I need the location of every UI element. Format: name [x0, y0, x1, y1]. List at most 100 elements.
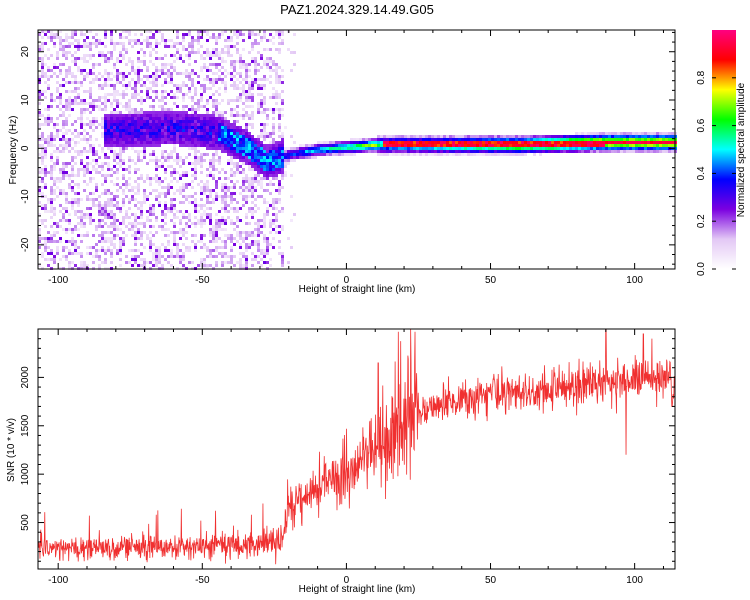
spectrogram-cell — [185, 105, 188, 108]
spectrogram-cell — [602, 147, 605, 150]
spectrogram-cell — [101, 132, 104, 135]
spectrogram-cell — [182, 36, 185, 39]
spectrogram-cell — [176, 114, 179, 117]
spectrogram-cell — [362, 141, 365, 144]
spectrogram-cell — [167, 207, 170, 210]
spectrogram-cell — [521, 153, 524, 156]
spectrogram-cell — [251, 159, 254, 162]
spectrogram-cell — [65, 123, 68, 126]
spectrogram-cell — [98, 222, 101, 225]
spectrogram-cell — [452, 153, 455, 156]
spectrogram-cell — [215, 54, 218, 57]
spectrogram-cell — [272, 159, 275, 162]
spectrogram-cell — [170, 207, 173, 210]
spectrogram-cell — [518, 138, 521, 141]
spectrogram-cell — [122, 78, 125, 81]
spectrogram-cell — [248, 186, 251, 189]
spectrogram-cell — [431, 144, 434, 147]
spectrogram-cell — [197, 99, 200, 102]
spectrogram-cell — [233, 228, 236, 231]
spectrogram-cell — [212, 240, 215, 243]
spectrogram-cell — [143, 117, 146, 120]
spectrogram-cell — [239, 258, 242, 261]
snr-series-line — [37, 328, 676, 565]
spectrogram-cell — [281, 81, 284, 84]
spectrogram-cell — [284, 174, 287, 177]
spectrogram-cell — [113, 204, 116, 207]
spectrogram-cell — [101, 135, 104, 138]
spectrogram-cell — [230, 36, 233, 39]
spectrogram-cell — [179, 192, 182, 195]
spectrogram-cell — [74, 201, 77, 204]
spectrogram-cell — [425, 141, 428, 144]
spectrogram-cell — [104, 132, 107, 135]
spectrogram-cell — [281, 69, 284, 72]
spectrogram-cell — [299, 150, 302, 153]
spectrogram-cell — [200, 180, 203, 183]
spectrogram-cell — [170, 45, 173, 48]
spectrogram-cell — [242, 33, 245, 36]
spectrogram-cell — [161, 210, 164, 213]
spectrogram-cell — [476, 147, 479, 150]
spectrogram-frame — [37, 29, 676, 270]
spectrogram-cell — [236, 153, 239, 156]
spectrogram-cell — [41, 57, 44, 60]
spectrogram-cell — [263, 33, 266, 36]
spectrogram-cell — [125, 138, 128, 141]
spectrogram-cell — [221, 141, 224, 144]
spectrogram-cell — [497, 135, 500, 138]
spectrogram-cell — [92, 129, 95, 132]
spectrogram-cell — [251, 201, 254, 204]
spectrogram-cell — [653, 141, 656, 144]
spectrogram-cell — [59, 39, 62, 42]
spectrogram-cell — [110, 105, 113, 108]
spectrogram-cell — [119, 126, 122, 129]
spectrogram-cell — [182, 84, 185, 87]
spectrogram-cell — [50, 153, 53, 156]
spectrogram-cell — [116, 129, 119, 132]
spectrogram-cell — [272, 111, 275, 114]
spectrogram-cell — [170, 249, 173, 252]
spectrogram-cell — [89, 30, 92, 33]
spectrogram-cell — [182, 111, 185, 114]
spectrogram-cell — [251, 81, 254, 84]
spectrogram-cell — [170, 126, 173, 129]
spectrogram-cell — [152, 189, 155, 192]
spectrogram-cell — [209, 54, 212, 57]
spectrogram-cell — [59, 168, 62, 171]
spectrogram-cell — [260, 186, 263, 189]
spectrogram-cell — [137, 78, 140, 81]
spectrogram-cell — [380, 147, 383, 150]
spectrogram-cell — [143, 132, 146, 135]
spectrogram-cell — [80, 255, 83, 258]
spectrogram-cell — [65, 102, 68, 105]
spectrogram-cell — [89, 42, 92, 45]
spectrogram-cell — [515, 153, 518, 156]
spectrogram-cell — [218, 159, 221, 162]
spectrogram-cell — [359, 141, 362, 144]
spectrogram-cell — [110, 84, 113, 87]
spectrogram-cell — [344, 150, 347, 153]
spectrogram-cell — [269, 222, 272, 225]
spectrogram-cell — [251, 114, 254, 117]
spectrogram-cell — [167, 255, 170, 258]
spectrogram-cell — [257, 33, 260, 36]
spectrogram-cell — [248, 165, 251, 168]
spectrogram-cell — [494, 144, 497, 147]
spectrogram-cell — [236, 72, 239, 75]
spectrogram-cell — [104, 72, 107, 75]
spectrogram-cell — [221, 57, 224, 60]
spectrogram-cell — [197, 138, 200, 141]
spectrogram-cell — [245, 162, 248, 165]
spectrogram-cell — [479, 153, 482, 156]
spectrogram-cell — [341, 147, 344, 150]
spectrogram-cell — [107, 216, 110, 219]
spectrogram-cell — [164, 78, 167, 81]
spectrogram-cell — [173, 126, 176, 129]
spectrogram-cell — [278, 198, 281, 201]
spectrogram-cell — [662, 150, 665, 153]
spectrogram-cell — [293, 141, 296, 144]
spectrogram-cell — [104, 93, 107, 96]
spectrogram-cell — [245, 159, 248, 162]
spectrogram-cell — [236, 120, 239, 123]
